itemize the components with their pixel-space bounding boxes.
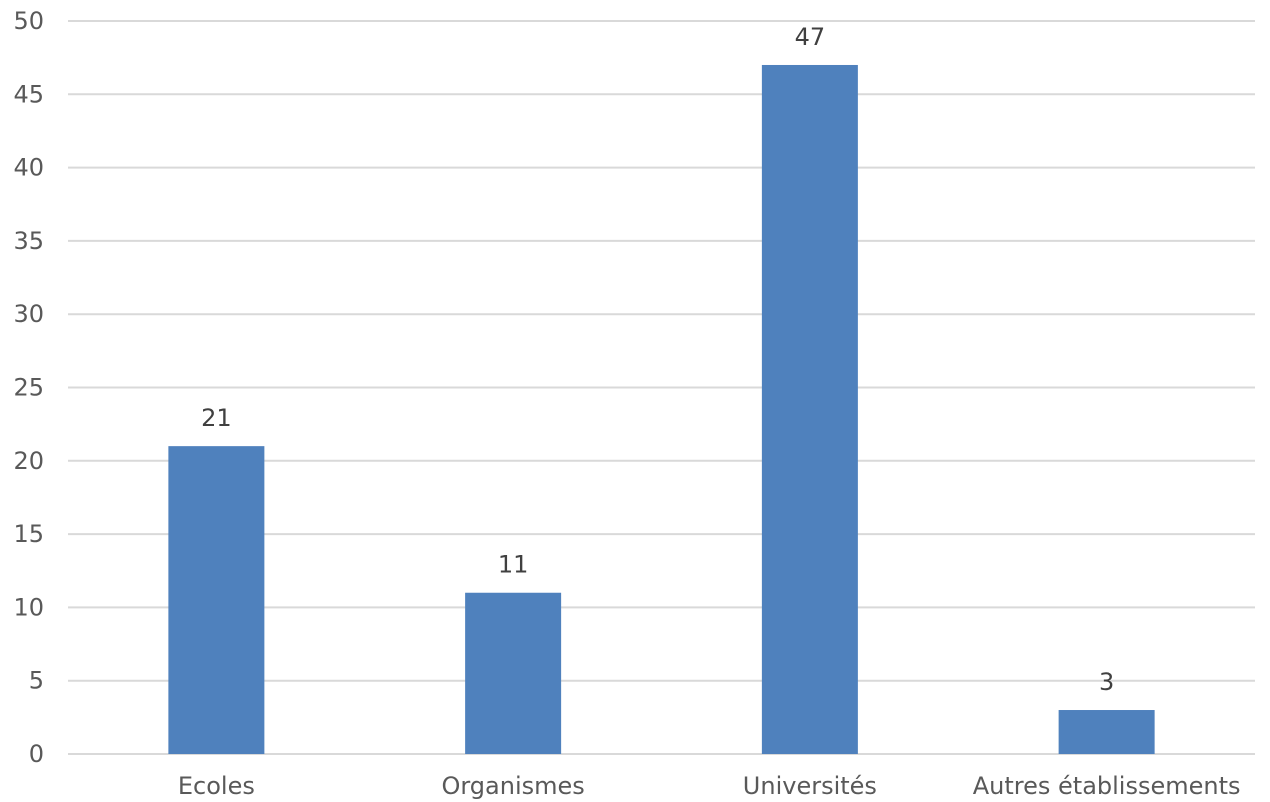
bar (761, 64, 858, 755)
y-axis-ticks: 0 5 10 15 20 25 30 35 40 45 50 (13, 7, 44, 768)
y-tick-label: 35 (13, 227, 44, 255)
x-category-label: Organismes (441, 772, 584, 800)
y-tick-label: 20 (13, 447, 44, 475)
bars (168, 64, 1155, 755)
bar (1058, 710, 1155, 754)
data-label: 21 (201, 404, 232, 432)
y-tick-label: 15 (13, 520, 44, 548)
y-tick-label: 0 (29, 740, 44, 768)
bar (168, 446, 265, 754)
y-tick-label: 30 (13, 300, 44, 328)
y-tick-label: 10 (13, 593, 44, 621)
y-tick-label: 25 (13, 374, 44, 402)
y-tick-label: 40 (13, 154, 44, 182)
bar (465, 592, 562, 754)
data-label: 47 (795, 23, 826, 51)
x-axis-labels: Ecoles Organismes Universités Autres établi… (178, 772, 1241, 800)
x-category-label: Universités (743, 772, 877, 800)
y-tick-label: 5 (29, 667, 44, 695)
x-category-label: Autres établissements (973, 772, 1241, 800)
data-label: 3 (1099, 668, 1114, 696)
data-labels: 21 11 47 3 (201, 23, 1114, 696)
y-tick-label: 50 (13, 7, 44, 35)
x-category-label: Ecoles (178, 772, 255, 800)
data-label: 11 (498, 551, 529, 579)
gridlines (68, 20, 1255, 755)
y-tick-label: 45 (13, 80, 44, 108)
